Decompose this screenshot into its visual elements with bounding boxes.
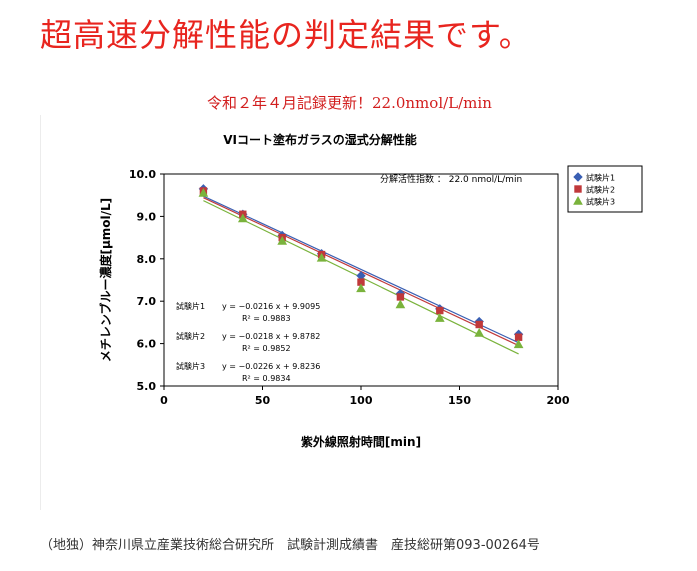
x-tick-label-2: 100 [350, 394, 373, 407]
point-3-6 [395, 299, 406, 309]
point-3-5 [356, 283, 366, 293]
equation-1: y = −0.0216 x + 9.9095 [222, 302, 320, 311]
y-tick-label-3: 8.0 [137, 253, 157, 266]
legend-marker-1 [573, 172, 583, 182]
point-3-2 [237, 213, 248, 223]
chart-title: VIコート塗布ガラスの湿式分解性能 [223, 132, 417, 147]
point-3-3 [277, 235, 288, 245]
x-tick-label-3: 150 [448, 394, 471, 407]
x-tick-label-1: 50 [255, 394, 271, 407]
r2-3: R² = 0.9834 [242, 374, 291, 383]
y-tick-label-0: 5.0 [137, 380, 157, 393]
r2-1: R² = 0.9883 [242, 314, 291, 323]
equation-3: y = −0.0226 x + 9.8236 [222, 362, 320, 371]
legend-label-1: 試験片1 [586, 173, 615, 183]
equation-label-2: 試験片2 [176, 331, 205, 341]
y-tick-label-5: 10.0 [129, 168, 156, 181]
decomposition-chart: VIコート塗布ガラスの湿式分解性能 0 50 100 150 200 5.0 6.0 7.0 8… [98, 132, 643, 449]
r2-2: R² = 0.9852 [242, 344, 291, 353]
legend-label-3: 試験片3 [586, 197, 615, 207]
point-2-6 [396, 293, 405, 301]
x-tick-label-4: 200 [547, 394, 570, 407]
legend-label-2: 試験片2 [586, 185, 615, 195]
equation-2: y = −0.0218 x + 9.8782 [222, 332, 320, 341]
y-tick-label-4: 9.0 [137, 210, 157, 223]
x-axis-label: 紫外線照射時間[min] [301, 434, 421, 449]
point-3-4 [316, 252, 327, 262]
x-tick-label-0: 0 [160, 394, 168, 407]
axis-ticks: 0 50 100 150 200 5.0 6.0 7.0 8.0 9.0 10.0 [129, 168, 570, 407]
left-divider [40, 115, 41, 510]
y-tick-label-1: 6.0 [137, 338, 157, 351]
legend-marker-3 [573, 195, 583, 205]
equation-label-3: 試験片3 [176, 361, 205, 371]
trend-equations: 試験片1 y = −0.0216 x + 9.9095 R² = 0.9883 … [176, 301, 320, 383]
certificate-footer: （地独）神奈川県立産業技術総合研究所 試験計測成績書 産技総研第093-0026… [40, 538, 540, 553]
headline: 超高速分解性能の判定結果です。 [40, 16, 532, 54]
point-3-8 [474, 327, 485, 337]
trend-line-1 [203, 195, 519, 344]
legend-marker-2 [574, 185, 582, 193]
point-3-7 [434, 313, 445, 322]
data-markers [198, 184, 524, 349]
point-2-8 [475, 320, 483, 329]
point-3-9 [513, 339, 524, 349]
point-3-1 [198, 188, 209, 197]
activity-index-annotation: 分解活性指数 ： 22.0 nmol/L/min [380, 173, 522, 185]
y-tick-label-2: 7.0 [137, 295, 157, 308]
y-axis-label: メチレンブルー濃度[μmol/L] [98, 198, 113, 362]
equation-label-1: 試験片1 [176, 301, 205, 311]
point-2-7 [436, 306, 444, 315]
legend: 試験片1 試験片2 試験片3 [573, 172, 615, 207]
record-subtitle: 令和２年４月記録更新！22.0nmol/L/min [207, 94, 492, 112]
